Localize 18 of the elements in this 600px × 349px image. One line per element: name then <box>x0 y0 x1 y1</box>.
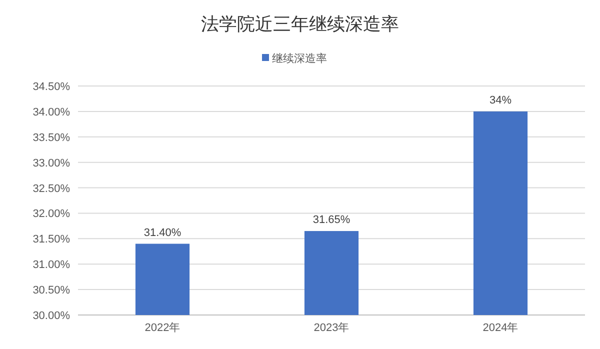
y-tick-label: 34.00% <box>32 106 70 118</box>
y-tick-label: 31.50% <box>32 234 70 246</box>
x-tick-label: 2022年 <box>144 322 180 334</box>
y-tick-label: 31.00% <box>32 259 70 272</box>
legend-label: 继续深造率 <box>272 52 327 65</box>
data-label: 34% <box>489 94 512 106</box>
y-tick-label: 32.00% <box>32 208 70 220</box>
y-tick-label: 34.50% <box>32 81 70 93</box>
data-label: 31.65% <box>312 214 350 226</box>
y-tick-label: 33.50% <box>32 132 70 144</box>
x-tick-label: 2024年 <box>482 322 518 334</box>
y-tick-label: 32.50% <box>32 182 70 195</box>
y-tick-label: 33.00% <box>32 157 70 170</box>
y-tick-label: 30.00% <box>32 310 70 322</box>
y-tick-label: 30.50% <box>32 284 70 297</box>
data-label: 31.40% <box>144 226 182 239</box>
x-tick-label: 2023年 <box>314 322 350 334</box>
chart-title: 法学院近三年继续深造率 <box>201 14 399 34</box>
